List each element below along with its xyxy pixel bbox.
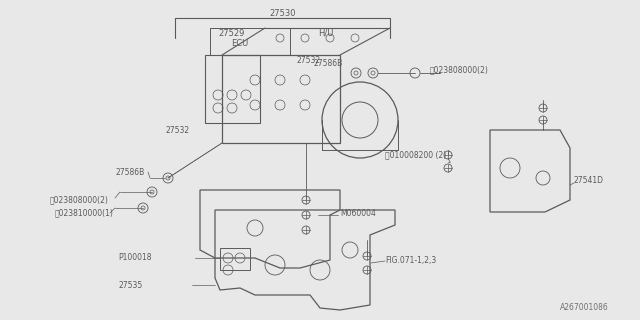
Text: M060004: M060004: [340, 209, 376, 218]
Text: ⓝ023808000(2): ⓝ023808000(2): [430, 66, 489, 75]
Text: ⓝ023808000(2): ⓝ023808000(2): [50, 196, 109, 204]
Text: FIG.071-1,2,3: FIG.071-1,2,3: [385, 255, 436, 265]
Text: 27532: 27532: [165, 125, 189, 134]
Bar: [220, 248, 250, 270]
Text: 27532: 27532: [296, 55, 320, 65]
Text: 27535: 27535: [118, 281, 142, 290]
Text: H/U: H/U: [318, 28, 333, 37]
Text: ECU: ECU: [232, 38, 248, 47]
Text: 27529: 27529: [218, 28, 244, 37]
Text: Ⓑ010008200 (2): Ⓑ010008200 (2): [385, 150, 446, 159]
Bar: [205, 55, 260, 123]
Text: ⓝ023810000(1): ⓝ023810000(1): [55, 209, 114, 218]
Text: 27541D: 27541D: [574, 175, 604, 185]
Text: 27586B: 27586B: [313, 59, 342, 68]
Text: 27530: 27530: [269, 9, 296, 18]
Bar: [222, 55, 340, 143]
Text: 27586B: 27586B: [115, 167, 144, 177]
Text: P100018: P100018: [118, 253, 152, 262]
Text: A267001086: A267001086: [560, 303, 609, 313]
